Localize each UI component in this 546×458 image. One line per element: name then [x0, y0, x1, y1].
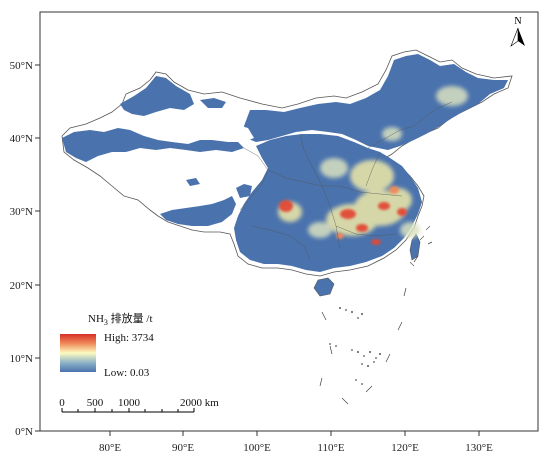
legend-low-label: Low: 0.03	[104, 367, 150, 379]
south-china-sea-dashes	[319, 241, 433, 405]
south-china-sea-islands	[329, 307, 381, 385]
lat-tick-label: 0°N	[15, 426, 33, 438]
lat-tick-label: 30°N	[10, 206, 33, 218]
scale-label-1000: 1000	[118, 397, 141, 409]
lat-tick-label: 10°N	[10, 353, 33, 365]
north-label: N	[514, 16, 521, 27]
hainan-island	[313, 277, 335, 297]
scale-label-500: 500	[87, 397, 104, 409]
lat-tick-label: 20°N	[10, 280, 33, 292]
scale-label-2000: 2000 km	[180, 397, 219, 409]
lat-tick-label: 50°N	[10, 60, 33, 72]
map-ticks	[35, 64, 480, 436]
lon-tick-label: 120°E	[391, 442, 419, 454]
lat-tick-label: 40°N	[10, 133, 33, 145]
lon-tick-label: 80°E	[99, 442, 121, 454]
lon-tick-label: 110°E	[317, 442, 344, 454]
north-arrow-icon: N	[510, 16, 525, 47]
lon-tick-label: 90°E	[172, 442, 194, 454]
legend-title: NH3 排放量 /t	[88, 311, 153, 327]
scale-bar: 0 500 1000 2000 km	[59, 397, 219, 413]
legend: NH3 排放量 /t High: 3734 Low: 0.03	[60, 311, 154, 379]
scale-label-0: 0	[59, 397, 65, 409]
legend-color-ramp	[60, 334, 96, 372]
lon-tick-label: 100°E	[243, 442, 271, 454]
lon-tick-label: 130°E	[465, 442, 493, 454]
emission-raster	[62, 54, 508, 297]
legend-high-label: High: 3734	[104, 332, 154, 344]
